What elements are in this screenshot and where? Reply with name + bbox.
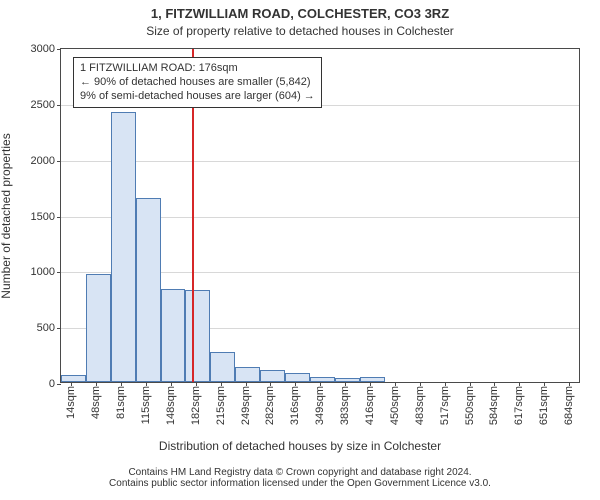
footer-line2: Contains public sector information licen… xyxy=(109,478,491,489)
x-tick-label: 617sqm xyxy=(513,386,525,425)
x-tick-label: 550sqm xyxy=(464,386,476,425)
x-tick-label: 115sqm xyxy=(140,386,152,424)
annotation-box: 1 FITZWILLIAM ROAD: 176sqm ← 90% of deta… xyxy=(73,57,322,108)
histogram-bar xyxy=(310,377,335,382)
histogram-bar xyxy=(161,289,186,382)
y-tick-label: 0 xyxy=(49,378,55,390)
y-tick-mark xyxy=(57,49,61,50)
y-tick-label: 500 xyxy=(37,322,55,334)
y-tick-label: 1500 xyxy=(31,211,55,223)
y-tick-label: 3000 xyxy=(31,43,55,55)
histogram-bar xyxy=(136,198,161,382)
chart-title-line1: 1, FITZWILLIAM ROAD, COLCHESTER, CO3 3RZ xyxy=(0,6,600,21)
x-tick-label: 651sqm xyxy=(538,386,550,425)
x-tick-label: 483sqm xyxy=(414,386,426,425)
y-tick-mark xyxy=(57,384,61,385)
x-tick-label: 148sqm xyxy=(165,386,177,425)
x-tick-label: 48sqm xyxy=(90,386,102,419)
chart-title-line2: Size of property relative to detached ho… xyxy=(0,24,600,38)
x-tick-label: 215sqm xyxy=(215,386,227,425)
y-tick-mark xyxy=(57,161,61,162)
x-axis-label: Distribution of detached houses by size … xyxy=(0,439,600,453)
histogram-bar xyxy=(111,112,136,382)
histogram-bar xyxy=(335,378,360,382)
histogram-bar xyxy=(185,290,210,382)
y-tick-label: 2000 xyxy=(31,155,55,167)
x-tick-label: 316sqm xyxy=(289,386,301,425)
x-tick-label: 383sqm xyxy=(339,386,351,425)
x-tick-label: 249sqm xyxy=(240,386,252,425)
x-tick-label: 684sqm xyxy=(563,386,575,425)
y-axis-label: Number of detached properties xyxy=(0,133,13,298)
x-tick-label: 584sqm xyxy=(488,386,500,425)
y-tick-mark xyxy=(57,328,61,329)
histogram-bar xyxy=(260,370,285,382)
plot-area: 05001000150020002500300014sqm48sqm81sqm1… xyxy=(60,48,580,383)
chart-container: 1, FITZWILLIAM ROAD, COLCHESTER, CO3 3RZ… xyxy=(0,0,600,500)
histogram-bar xyxy=(285,373,310,382)
y-tick-mark xyxy=(57,105,61,106)
y-tick-mark xyxy=(57,217,61,218)
gridline xyxy=(61,161,579,162)
x-tick-label: 416sqm xyxy=(364,386,376,425)
footer-line1: Contains HM Land Registry data © Crown c… xyxy=(128,467,471,478)
y-tick-mark xyxy=(57,272,61,273)
histogram-bar xyxy=(86,274,111,382)
y-tick-label: 2500 xyxy=(31,99,55,111)
y-tick-label: 1000 xyxy=(31,266,55,278)
x-tick-label: 81sqm xyxy=(115,386,127,419)
annotation-line3: 9% of semi-detached houses are larger (6… xyxy=(80,90,315,104)
x-tick-label: 14sqm xyxy=(65,386,77,419)
histogram-bar xyxy=(61,375,86,382)
annotation-line2: ← 90% of detached houses are smaller (5,… xyxy=(80,76,315,90)
annotation-line1: 1 FITZWILLIAM ROAD: 176sqm xyxy=(80,62,315,76)
x-tick-label: 450sqm xyxy=(389,386,401,425)
histogram-bar xyxy=(360,377,385,382)
x-tick-label: 182sqm xyxy=(190,386,202,425)
x-tick-label: 517sqm xyxy=(439,386,451,425)
x-tick-label: 349sqm xyxy=(314,386,326,425)
histogram-bar xyxy=(235,367,260,382)
footer: Contains HM Land Registry data © Crown c… xyxy=(0,467,600,489)
histogram-bar xyxy=(210,352,235,382)
x-tick-label: 282sqm xyxy=(264,386,276,425)
